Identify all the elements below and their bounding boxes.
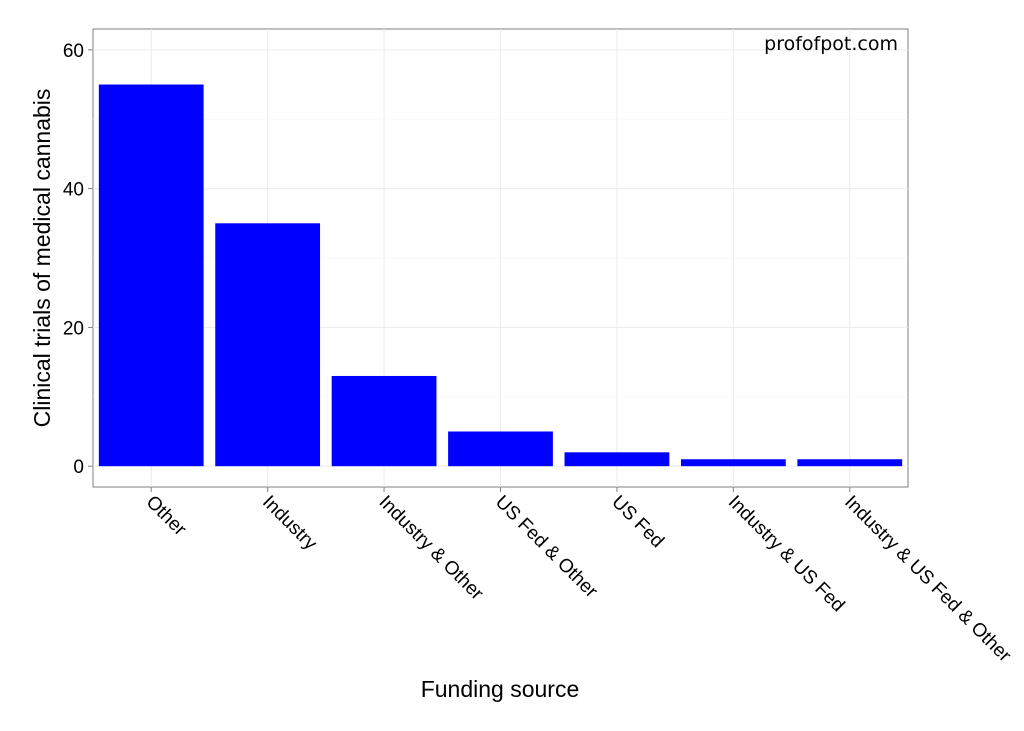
- bar: [564, 452, 670, 467]
- x-axis-title: Funding source: [421, 676, 580, 702]
- x-axis: Other Industry Industry & Other US Fed & Ot…: [142, 487, 1015, 667]
- x-tick-label: Industry: [258, 492, 321, 555]
- x-tick-label: Industry & US Fed: [724, 492, 849, 617]
- watermark-text: profofpot.com: [764, 33, 898, 55]
- y-tick-label: 20: [63, 318, 84, 339]
- bar: [680, 459, 786, 467]
- y-axis-title: Clinical trials of medical cannabis: [29, 89, 55, 428]
- x-tick-label: Industry & US Fed & Other: [840, 492, 1015, 667]
- x-tick-label: Other: [142, 492, 191, 541]
- y-tick-label: 0: [73, 457, 84, 478]
- bar: [331, 375, 437, 467]
- bars: [98, 84, 903, 467]
- x-tick-label: US Fed: [607, 492, 667, 552]
- bar: [98, 84, 204, 467]
- y-tick-label: 60: [63, 41, 84, 62]
- x-tick-label: US Fed & Other: [491, 492, 602, 603]
- x-tick-label: Industry & Other: [375, 492, 488, 605]
- bar: [448, 431, 553, 467]
- bar: [797, 459, 903, 467]
- y-tick-label: 40: [63, 180, 84, 201]
- y-axis: 0 20 40 60: [63, 41, 93, 478]
- bar: [215, 223, 321, 467]
